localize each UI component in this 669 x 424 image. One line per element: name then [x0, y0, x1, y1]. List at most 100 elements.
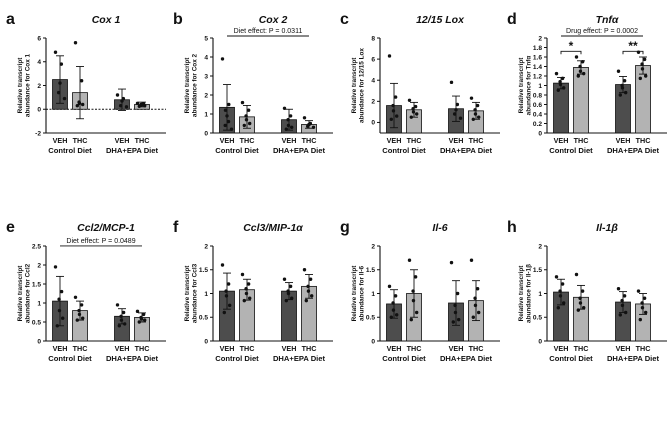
y-tick-label: 0.8: [533, 92, 542, 99]
x-category-label: VEH: [449, 136, 464, 145]
y-tick-label: 6: [371, 56, 375, 63]
data-point: [223, 108, 228, 112]
y-tick-label: 2: [538, 35, 542, 42]
data-point: [578, 301, 583, 305]
data-point: [395, 313, 399, 317]
y-tick-label: 2: [204, 243, 208, 250]
panel-letter: e: [6, 219, 15, 236]
x-category-label: THC: [73, 344, 88, 353]
y-axis-label: Relative transcriptabundance for Ccl3: [184, 263, 199, 323]
y-tick-label: 1.4: [533, 64, 542, 71]
panel-title: Ccl2/MCP-1: [77, 222, 135, 234]
data-point: [77, 101, 82, 106]
data-point: [475, 103, 480, 108]
y-tick-label: 1.5: [366, 267, 375, 274]
data-point: [284, 298, 288, 303]
stat-label: Diet effect: P = 0.0311: [234, 28, 303, 35]
data-point: [556, 306, 560, 310]
data-point: [56, 90, 61, 95]
x-category-label: THC: [407, 136, 422, 145]
x-category-label: THC: [135, 344, 150, 353]
y-axis-label-line: abundance for Tnfα: [526, 56, 533, 116]
x-group-label: Control Diet: [215, 146, 259, 155]
data-point: [560, 76, 565, 81]
data-point: [576, 74, 580, 78]
y-tick-label: 0.4: [533, 111, 542, 118]
panel-title: 12/15 Lox: [416, 14, 465, 26]
data-point: [286, 118, 290, 122]
x-category-label: THC: [240, 344, 255, 353]
data-point: [306, 289, 311, 293]
x-category-label: VEH: [554, 344, 569, 353]
y-axis-label: Relative transcriptabundance for Tnfα: [518, 56, 533, 116]
y-tick-label: 0: [37, 107, 41, 114]
x-category-label: THC: [407, 344, 422, 353]
x-group-label: DHA+EPA Diet: [440, 354, 493, 363]
data-point: [242, 123, 246, 128]
sig-marker: **: [628, 39, 638, 53]
data-point: [558, 82, 563, 87]
data-point: [562, 301, 566, 305]
data-point: [554, 275, 559, 279]
y-axis-label-line: Relative transcript: [184, 265, 191, 322]
data-point: [640, 67, 645, 71]
data-point: [224, 289, 228, 293]
panel-title: Il-1β: [596, 222, 618, 234]
bar: [573, 67, 589, 134]
panel-letter: f: [173, 219, 179, 236]
data-point: [554, 71, 559, 76]
data-point: [120, 99, 124, 103]
x-group-label: DHA+EPA Diet: [607, 354, 660, 363]
y-tick-label: 1.5: [199, 267, 208, 274]
data-point: [305, 124, 310, 129]
x-group-label: DHA+EPA Diet: [440, 146, 493, 155]
x-category-label: VEH: [115, 136, 130, 145]
y-axis-label: Relative transcriptabundance for Cox 2: [184, 53, 199, 117]
x-category-label: VEH: [616, 136, 631, 145]
data-point: [115, 93, 120, 97]
y-tick-label: 1: [538, 291, 542, 298]
y-axis-label: Relative transcriptabundance for Il-6: [351, 265, 366, 322]
y-tick-label: 4: [371, 78, 375, 85]
data-point: [644, 74, 648, 78]
y-axis-label: Relative transcriptabundance for 12/15 L…: [351, 48, 366, 123]
x-category-label: VEH: [220, 344, 235, 353]
data-point: [576, 308, 580, 312]
y-tick-label: 1: [204, 111, 208, 118]
data-point: [141, 312, 146, 317]
data-point: [624, 310, 628, 315]
data-point: [391, 308, 396, 312]
data-point: [57, 308, 62, 313]
data-point: [57, 297, 61, 301]
y-tick-label: 1: [371, 291, 375, 298]
data-point: [284, 127, 288, 131]
y-tick-label: 2: [204, 92, 208, 99]
y-axis-label-line: abundance for Cox 1: [25, 53, 32, 117]
data-point: [413, 275, 418, 279]
y-axis-label: Relative transcriptabundance for Il-1β: [518, 264, 533, 323]
data-point: [560, 282, 565, 286]
y-axis-label-line: Relative transcript: [518, 265, 525, 322]
data-point: [220, 263, 225, 267]
data-point: [124, 105, 129, 109]
data-point: [308, 277, 313, 281]
data-point: [118, 103, 123, 108]
y-tick-label: 2.5: [32, 243, 41, 250]
data-point: [227, 102, 231, 107]
y-tick-label: 1: [538, 83, 542, 90]
data-point: [58, 81, 62, 85]
data-point: [288, 284, 293, 289]
data-point: [477, 310, 481, 315]
x-group-label: DHA+EPA Diet: [106, 354, 159, 363]
data-point: [240, 100, 245, 105]
data-point: [248, 121, 252, 126]
y-tick-label: 2: [538, 243, 542, 250]
data-point: [453, 303, 457, 308]
panel-letter: g: [340, 219, 350, 236]
y-axis-label-line: abundance for Ccl2: [25, 263, 32, 323]
data-point: [302, 268, 307, 272]
y-tick-label: 0.5: [366, 315, 375, 322]
y-tick-label: 0: [538, 338, 542, 345]
data-point: [244, 114, 248, 118]
